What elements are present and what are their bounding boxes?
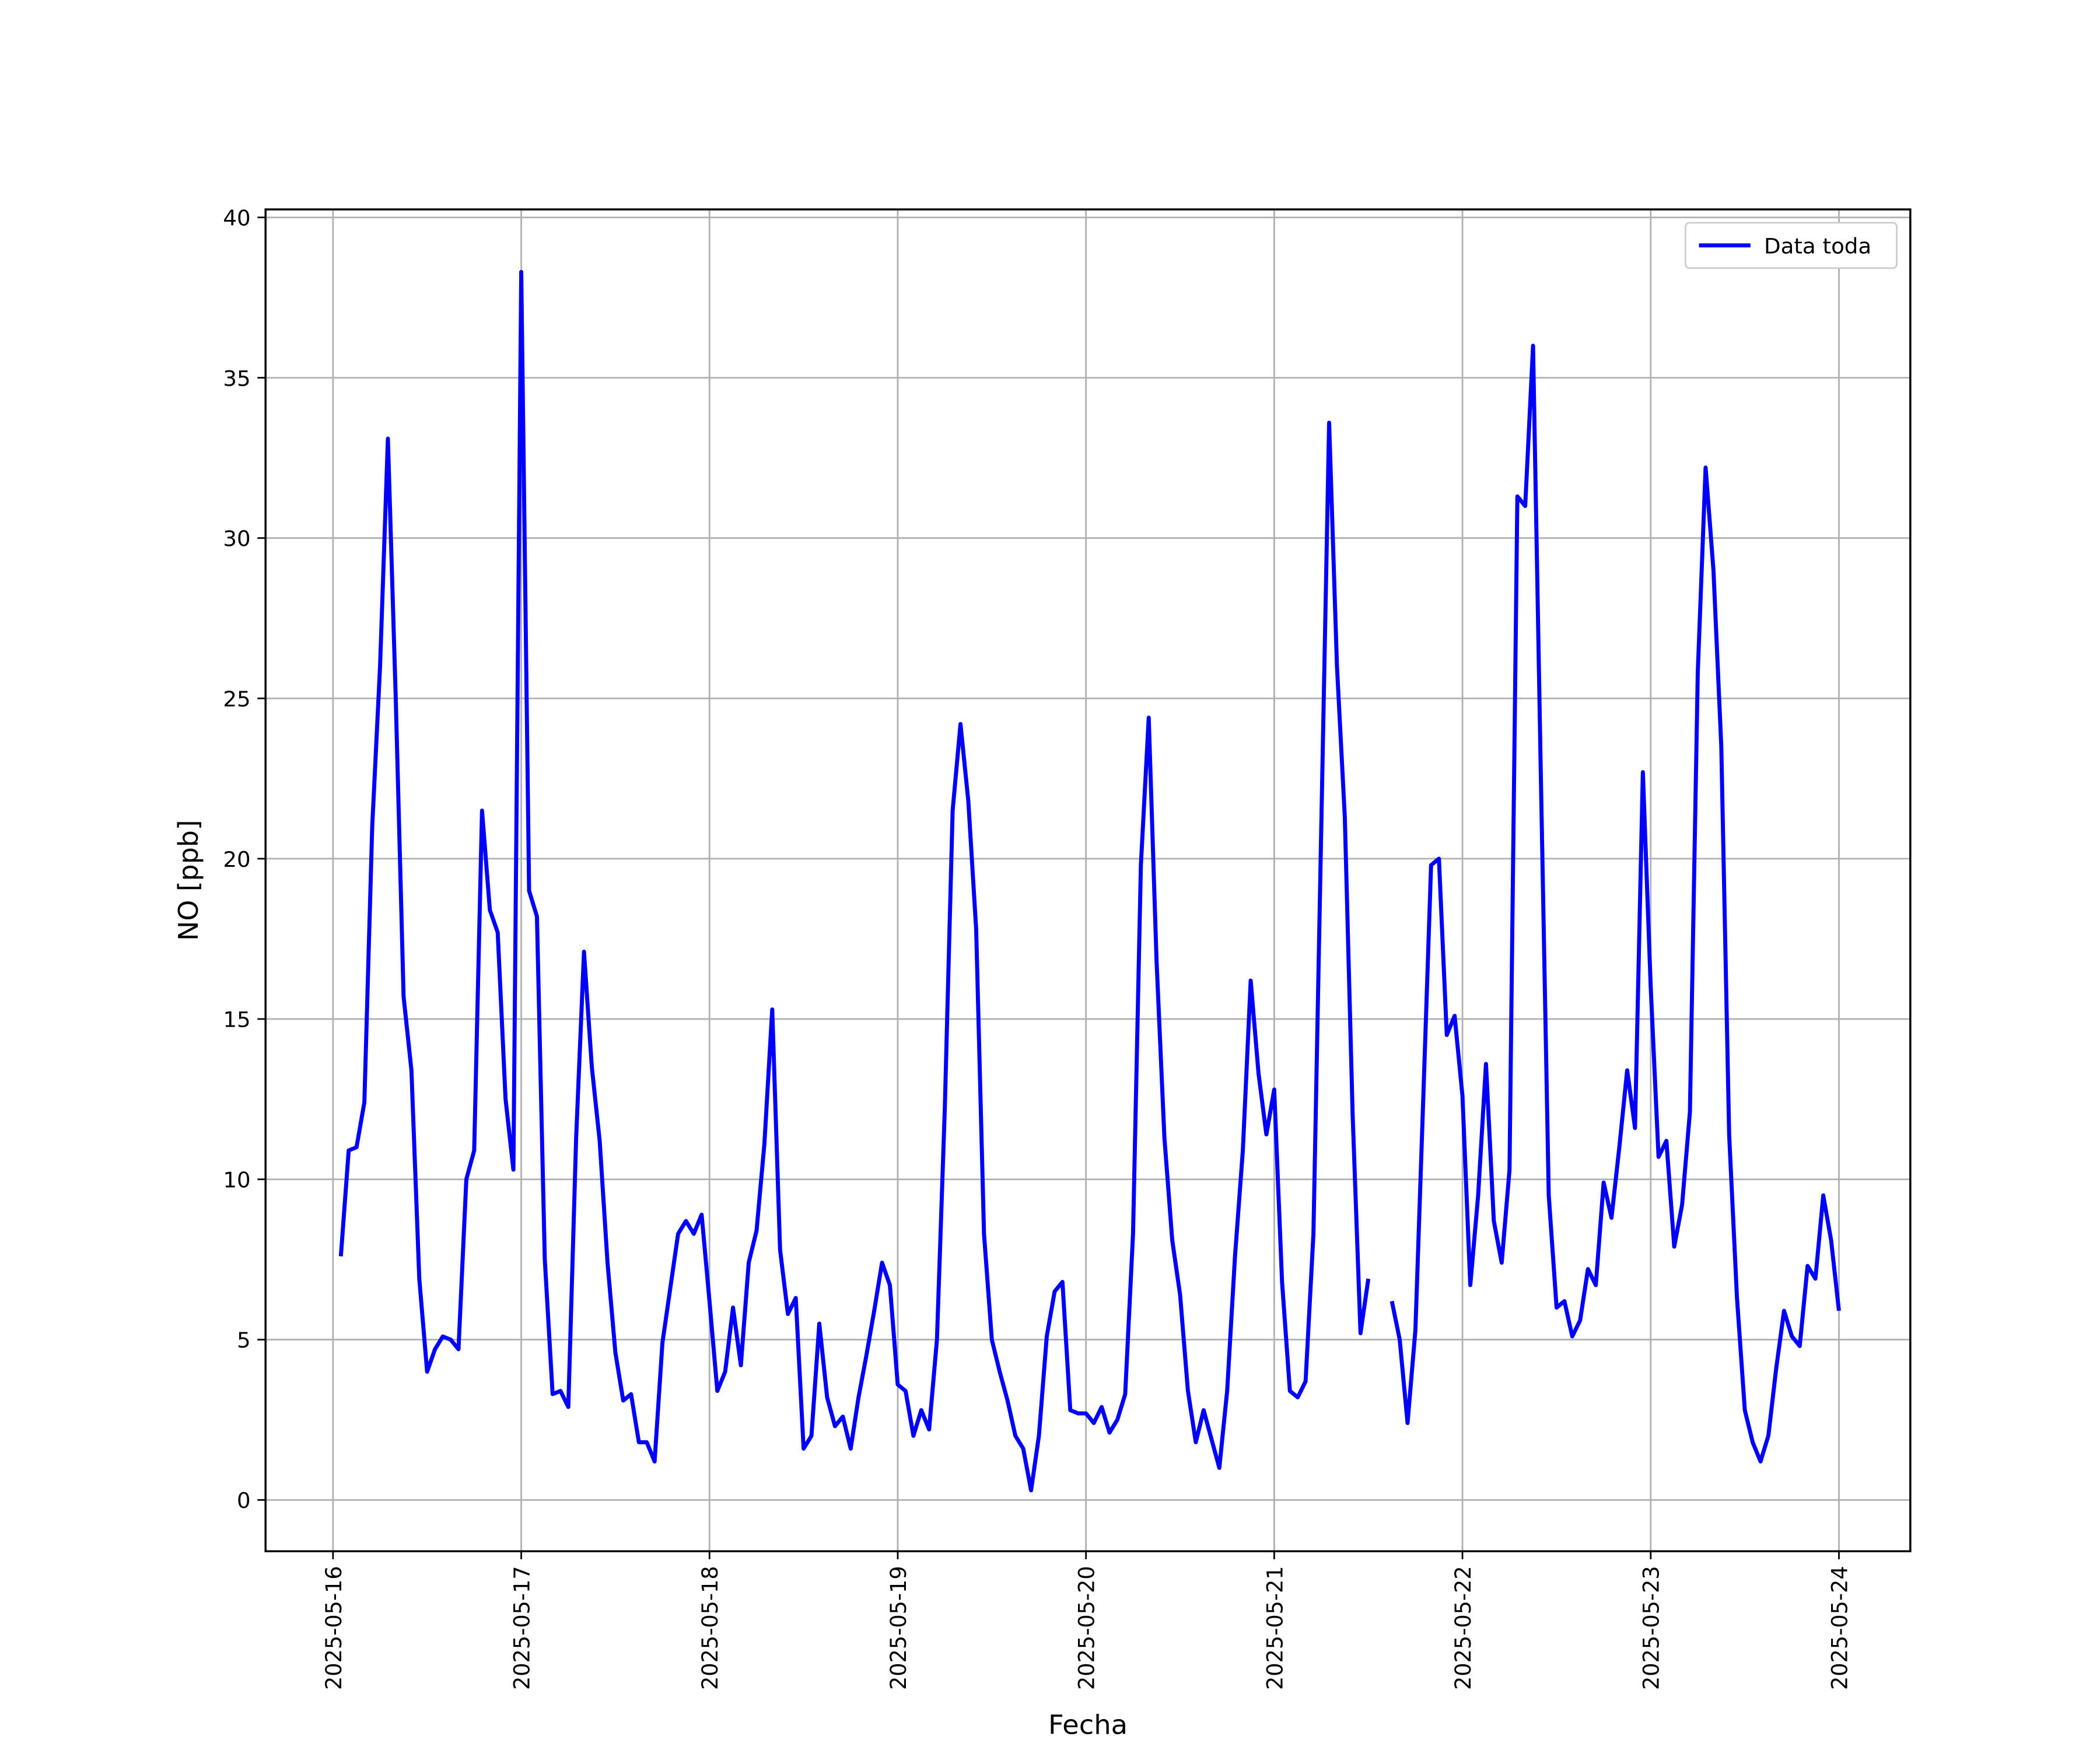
- x-tick-label: 2025-05-24: [1827, 1566, 1852, 1690]
- x-tick-label: 2025-05-23: [1639, 1566, 1664, 1690]
- y-tick-label: 25: [223, 687, 250, 712]
- legend-label: Data toda: [1764, 234, 1871, 259]
- x-tick-label: 2025-05-18: [698, 1566, 723, 1690]
- x-tick-label: 2025-05-21: [1262, 1566, 1287, 1690]
- x-tick-label: 2025-05-16: [321, 1566, 346, 1690]
- y-tick-label: 20: [223, 847, 250, 872]
- y-tick-label: 5: [237, 1328, 251, 1353]
- y-tick-label: 35: [223, 366, 250, 391]
- y-tick-label: 10: [223, 1168, 250, 1193]
- y-axis-label: NO [ppb]: [173, 820, 204, 940]
- x-tick-label: 2025-05-19: [886, 1566, 911, 1690]
- y-tick-label: 15: [223, 1007, 250, 1032]
- plot-frame: [264, 208, 1912, 1553]
- x-tick-label: 2025-05-20: [1074, 1566, 1099, 1690]
- data-line: [338, 270, 1841, 1493]
- y-tick-label: 0: [237, 1488, 251, 1513]
- x-tick-label: 2025-05-17: [509, 1566, 534, 1690]
- x-axis-label: Fecha: [1048, 1709, 1128, 1741]
- y-tick-label: 40: [223, 206, 250, 231]
- legend-box: [1684, 222, 1898, 269]
- x-tick-label: 2025-05-22: [1451, 1566, 1476, 1690]
- y-tick-label: 30: [223, 526, 250, 551]
